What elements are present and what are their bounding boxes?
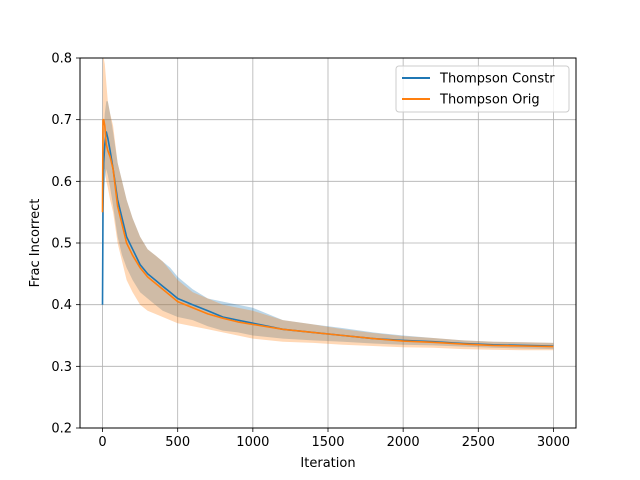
axis-ticks: 0 500 1000 1500 2000 2500 3000 0.2 0.3 0.4 0.5 0.6 0… [51,52,570,451]
legend-entry-thompson-orig: Thompson Orig [439,93,540,108]
x-tick-label: 1500 [311,435,344,450]
y-tick-label: 0.5 [51,237,72,252]
x-tick-label: 3000 [537,435,570,450]
grid [80,57,576,429]
legend: Thompson Constr Thompson Orig [395,65,570,113]
x-tick-label: 2000 [387,435,420,450]
y-tick-label: 0.3 [51,360,72,375]
y-tick-label: 0.8 [51,52,72,67]
y-tick-label: 0.4 [51,298,72,313]
x-axis-label: Iteration [300,456,355,471]
line-series-1 [101,118,554,348]
legend-box [395,65,570,113]
x-tick-label: 2500 [462,435,495,450]
x-tick-label: 0 [98,435,106,450]
y-tick-label: 0.6 [51,175,72,190]
y-axis-label: Frac Incorrect [28,199,43,288]
series-lines [101,118,554,348]
x-tick-label: 1000 [236,435,269,450]
legend-entry-thompson-constr: Thompson Constr [439,72,555,87]
x-tick-label: 500 [165,435,190,450]
y-tick-label: 0.2 [51,422,72,437]
y-tick-label: 0.7 [51,113,72,128]
